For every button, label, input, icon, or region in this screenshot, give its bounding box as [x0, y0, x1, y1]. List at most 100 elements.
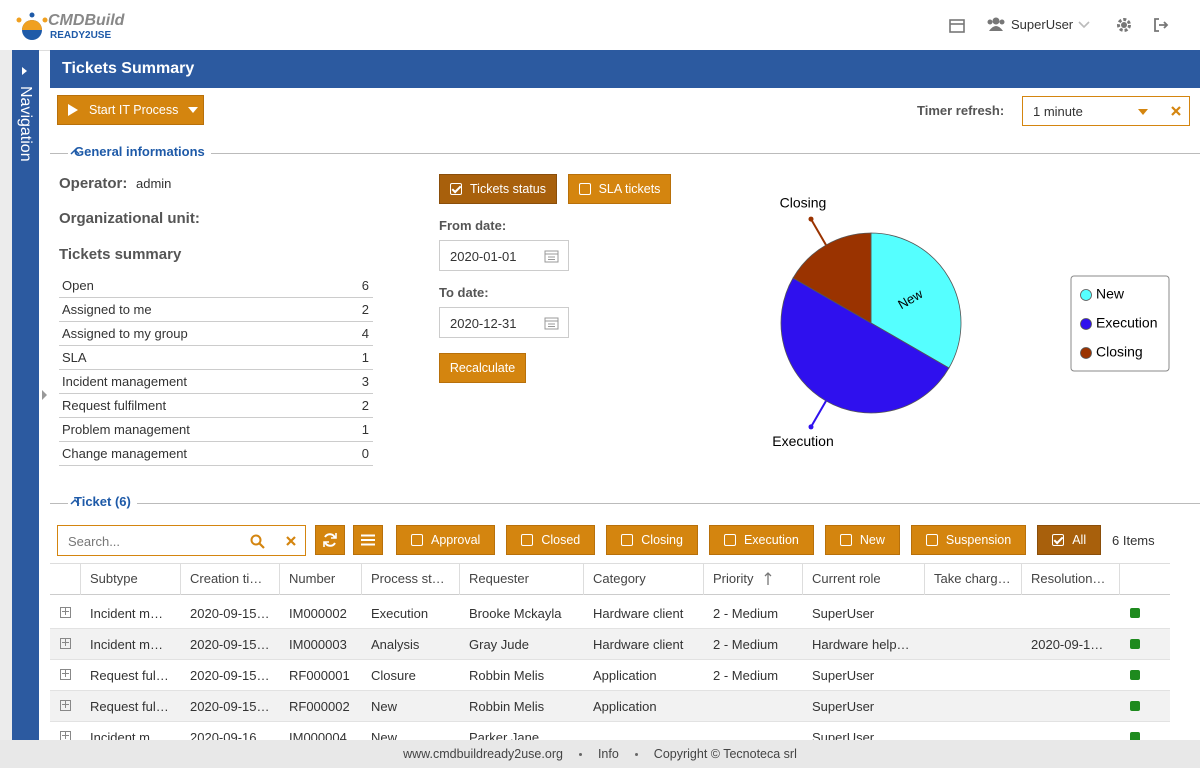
sla-tickets-toggle[interactable]: SLA tickets	[568, 174, 671, 204]
checkbox	[411, 534, 423, 546]
date-icon[interactable]	[544, 249, 559, 263]
footer-info[interactable]: Info	[598, 747, 619, 761]
operator-label: Operator:	[59, 175, 127, 192]
summary-value: 1	[362, 350, 369, 365]
summary-label: SLA	[62, 350, 87, 365]
to-field[interactable]: 2020-12-31	[439, 307, 569, 338]
column-divider	[703, 563, 704, 595]
navigation-bar[interactable]: Navigation	[12, 50, 39, 740]
column-header[interactable]: Number	[289, 571, 335, 586]
timer-caret[interactable]	[1137, 108, 1149, 116]
grid-cell: 2 - Medium	[713, 668, 778, 683]
search-clear[interactable]	[285, 535, 297, 547]
grid-cell: Incident m…	[90, 606, 163, 621]
status-filter-label: All	[1072, 533, 1086, 547]
status-filter-label: Closing	[641, 533, 683, 547]
general-section-title[interactable]: General informations	[68, 144, 211, 159]
column-header[interactable]: Current role	[812, 571, 881, 586]
user-caret[interactable]	[1078, 20, 1090, 30]
summary-value: 2	[362, 302, 369, 317]
grid-cell: 2020-09-16…	[190, 730, 270, 740]
expand-plus-v	[65, 732, 66, 739]
refresh-icon	[322, 532, 338, 548]
grid-cell: Closure	[371, 668, 416, 683]
settings-icon[interactable]	[1116, 17, 1132, 33]
timer-label: Timer refresh:	[917, 103, 1004, 118]
checkbox	[579, 183, 591, 195]
column-divider	[279, 563, 280, 595]
status-filters: Approval Closed Closing Execution New Suspens…	[396, 525, 1101, 555]
start-process-button[interactable]: Start IT Process	[57, 95, 204, 125]
tickets-status-toggle[interactable]: Tickets status	[439, 174, 557, 204]
summary-value: 3	[362, 374, 369, 389]
recalculate-button[interactable]: Recalculate	[439, 353, 526, 383]
summary-value: 1	[362, 422, 369, 437]
grid-cell: Application	[593, 699, 657, 714]
column-header[interactable]: Requester	[469, 571, 529, 586]
date-icon[interactable]	[544, 316, 559, 330]
grid-cell: RF000001	[289, 668, 350, 683]
status-filter[interactable]: Execution	[709, 525, 814, 555]
checkbox	[621, 534, 633, 546]
separator	[579, 753, 582, 756]
timer-combo[interactable]: 1 minute	[1022, 96, 1190, 126]
nav-expand[interactable]	[21, 66, 29, 76]
grid-cell: RF000002	[289, 699, 350, 714]
status-filter[interactable]: Approval	[396, 525, 495, 555]
column-header[interactable]: Process st…	[371, 571, 445, 586]
page-title: Tickets Summary	[62, 60, 194, 78]
column-header[interactable]: Category	[593, 571, 646, 586]
navigation-label[interactable]: Navigation	[16, 86, 34, 162]
status-filter[interactable]: All	[1037, 525, 1101, 555]
summary-row: Open6	[59, 274, 373, 298]
collapse-icon[interactable]	[70, 148, 80, 156]
grid-cell: Request ful…	[90, 668, 169, 683]
column-divider	[180, 563, 181, 595]
column-header[interactable]: Subtype	[90, 571, 138, 586]
collapse-icon[interactable]	[70, 498, 80, 506]
search-field[interactable]: Search...	[57, 525, 306, 556]
column-divider	[361, 563, 362, 595]
search-icon[interactable]	[250, 534, 265, 549]
grid-cell: SuperUser	[812, 699, 874, 714]
grid-cell: IM000002	[289, 606, 347, 621]
status-filter[interactable]: New	[825, 525, 900, 555]
expand-plus-v	[65, 639, 66, 646]
summary-label: Incident management	[62, 374, 187, 389]
status-filter[interactable]: Suspension	[911, 525, 1026, 555]
logout-icon[interactable]	[1153, 17, 1169, 33]
menu-button[interactable]	[353, 525, 383, 555]
grid-cell: New	[371, 699, 397, 714]
status-filter[interactable]: Closing	[606, 525, 698, 555]
leader-line	[811, 401, 826, 427]
column-header[interactable]: Resolution…	[1031, 571, 1105, 586]
ticket-section: Ticket (6)	[50, 503, 1200, 504]
menu-icon	[361, 534, 375, 546]
refresh-button[interactable]	[315, 525, 345, 555]
status-indicator	[1130, 608, 1140, 618]
splitter-arrow[interactable]	[42, 390, 48, 400]
status-filter[interactable]: Closed	[506, 525, 595, 555]
timer-clear[interactable]	[1170, 105, 1182, 117]
grid-cell: 2020-09-15…	[190, 637, 270, 652]
summary-label: Assigned to my group	[62, 326, 188, 341]
to-value: 2020-12-31	[450, 316, 517, 331]
legend-label: Execution	[1096, 315, 1157, 331]
column-header[interactable]: Take charg…	[934, 571, 1011, 586]
column-divider	[924, 563, 925, 595]
expand-plus-v	[65, 701, 66, 708]
grid-cell: Request ful…	[90, 699, 169, 714]
grid-cell: New	[371, 730, 397, 740]
column-divider	[1021, 563, 1022, 595]
column-header[interactable]: Priority	[713, 571, 753, 586]
column-header[interactable]: Creation ti…	[190, 571, 262, 586]
footer-site[interactable]: www.cmdbuildready2use.org	[403, 747, 563, 761]
items-count: 6 Items	[1112, 533, 1155, 548]
calendar-icon[interactable]	[949, 17, 965, 33]
expand-plus-v	[65, 670, 66, 677]
user-name[interactable]: SuperUser	[1011, 17, 1073, 32]
grid-cell: Robbin Melis	[469, 699, 544, 714]
legend-label: New	[1096, 286, 1125, 302]
footer-copyright: Copyright © Tecnoteca srl	[654, 747, 797, 761]
from-field[interactable]: 2020-01-01	[439, 240, 569, 271]
